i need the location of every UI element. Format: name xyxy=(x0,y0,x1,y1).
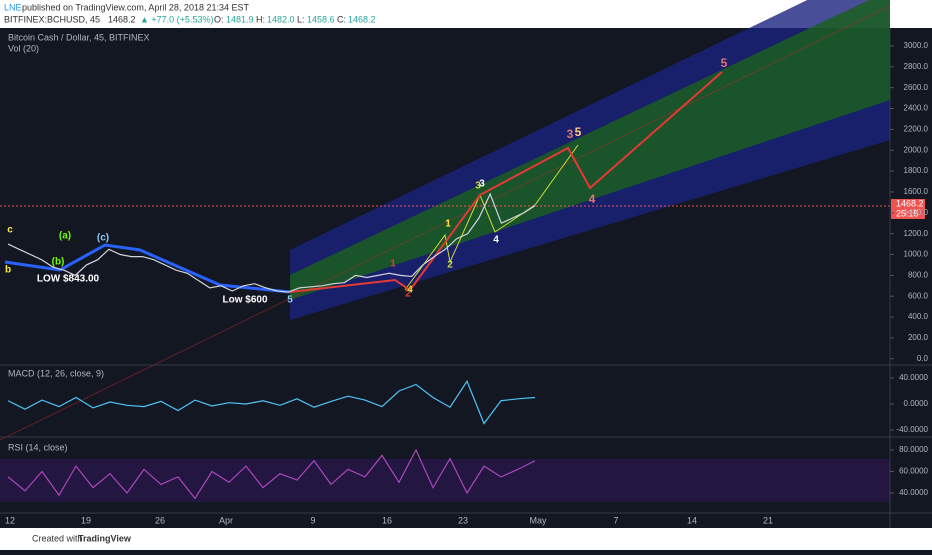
y-tick-label: 2200.0 xyxy=(904,124,929,133)
x-tick-label: 16 xyxy=(382,515,392,525)
median-line xyxy=(0,5,891,441)
y-tick-label: 800.0 xyxy=(908,270,929,279)
y-tick-label: 1200.0 xyxy=(904,229,929,238)
wave-label: 4 xyxy=(589,192,596,206)
wave-label: 2 xyxy=(447,260,453,271)
wave-label: 2 xyxy=(405,289,411,300)
y-tick-label: 2600.0 xyxy=(904,83,929,92)
high: 1482.0 xyxy=(267,14,295,24)
price-line-series xyxy=(7,192,536,293)
y-tick-label: 1600.0 xyxy=(904,187,929,196)
footer-created: Created with xyxy=(32,533,83,543)
countdown: 25:15 xyxy=(896,208,919,218)
x-tick-label: 9 xyxy=(310,515,315,525)
change: ▲ +77.0 (+5.53%) xyxy=(140,14,213,24)
wave-label: 4 xyxy=(407,285,413,296)
wave-label: c xyxy=(7,225,13,236)
wave-label: 4 xyxy=(493,235,499,246)
x-tick-label: May xyxy=(529,515,547,525)
y-tick-label: 0.0 xyxy=(917,354,929,363)
blue-trend xyxy=(4,243,291,294)
y-tick-label: 600.0 xyxy=(908,291,929,300)
published: published on TradingView.com, April 28, … xyxy=(22,2,249,12)
y-tick-label: 80.0000 xyxy=(899,445,928,454)
wave-label: (a) xyxy=(59,231,71,242)
x-tick-label: 26 xyxy=(155,515,165,525)
wave-label: (c) xyxy=(97,233,109,244)
y-tick-label: 60.0000 xyxy=(899,467,928,476)
rsi-band xyxy=(0,459,890,502)
y-tick-label: 40.0000 xyxy=(899,488,928,497)
wave-label: Low $600 xyxy=(222,295,267,306)
y-tick-label: -40.0000 xyxy=(896,425,928,434)
wave-label: 3 xyxy=(479,179,485,190)
wave-label: 1 xyxy=(390,259,396,270)
x-tick-label: 14 xyxy=(687,515,697,525)
o-label: O: xyxy=(214,14,224,24)
main-legend: Bitcoin Cash / Dollar, 45, BITFINEX xyxy=(8,32,150,42)
wave-label: 3 xyxy=(567,127,574,141)
x-tick-label: 7 xyxy=(613,515,618,525)
last-price: 1468.2 xyxy=(108,14,136,24)
open: 1481.9 xyxy=(226,14,254,24)
x-tick-label: 21 xyxy=(763,515,773,525)
x-tick-label: 12 xyxy=(5,515,15,525)
symbol: BITFINEX:BCHUSD, 45 xyxy=(4,14,100,24)
close: 1468.2 xyxy=(348,14,376,24)
rsi-legend: RSI (14, close) xyxy=(8,442,68,452)
y-tick-label: 2000.0 xyxy=(904,145,929,154)
y-tick-label: 200.0 xyxy=(908,333,929,342)
author: LNE xyxy=(4,2,22,12)
wave-label: 5 xyxy=(575,125,582,139)
price-tag-value: 1468.2 xyxy=(896,198,924,208)
y-tick-label: 1400.0 xyxy=(904,208,929,217)
low: 1458.6 xyxy=(307,14,335,24)
h-label: H: xyxy=(256,14,265,24)
y-tick-label: 2800.0 xyxy=(904,62,929,71)
y-tick-label: 1000.0 xyxy=(904,250,929,259)
price-tag xyxy=(891,199,925,219)
x-tick-label: 23 xyxy=(458,515,468,525)
footer-brand: TradingView xyxy=(78,533,132,543)
red-waves xyxy=(289,71,723,293)
y-tick-label: 40.0000 xyxy=(899,373,928,382)
y-tick-label: 1800.0 xyxy=(904,166,929,175)
macd-line xyxy=(7,379,536,425)
c-label: C: xyxy=(337,14,346,24)
wave-label: 5 xyxy=(721,56,728,70)
y-tick-label: 400.0 xyxy=(908,312,929,321)
volume-legend: Vol (20) xyxy=(8,43,39,53)
footer-bar xyxy=(0,528,932,550)
y-tick-label: 2400.0 xyxy=(904,104,929,113)
wave-label: 3 xyxy=(475,181,481,192)
wave-label: 1 xyxy=(445,219,451,230)
x-tick-label: Apr xyxy=(219,515,233,525)
wave-label: LOW $843.00 xyxy=(37,274,100,285)
rsi-line xyxy=(7,448,536,500)
y-tick-label: 0.0000 xyxy=(904,399,929,408)
wave-label: b xyxy=(5,265,11,276)
y-tick-label: 3000.0 xyxy=(904,41,929,50)
inner-channel xyxy=(290,0,890,300)
wave-label: 5 xyxy=(287,295,293,306)
l-label: L: xyxy=(297,14,305,24)
macd-legend: MACD (12, 26, close, 9) xyxy=(8,368,104,378)
wave-label: (b) xyxy=(52,257,65,268)
x-tick-label: 19 xyxy=(81,515,91,525)
